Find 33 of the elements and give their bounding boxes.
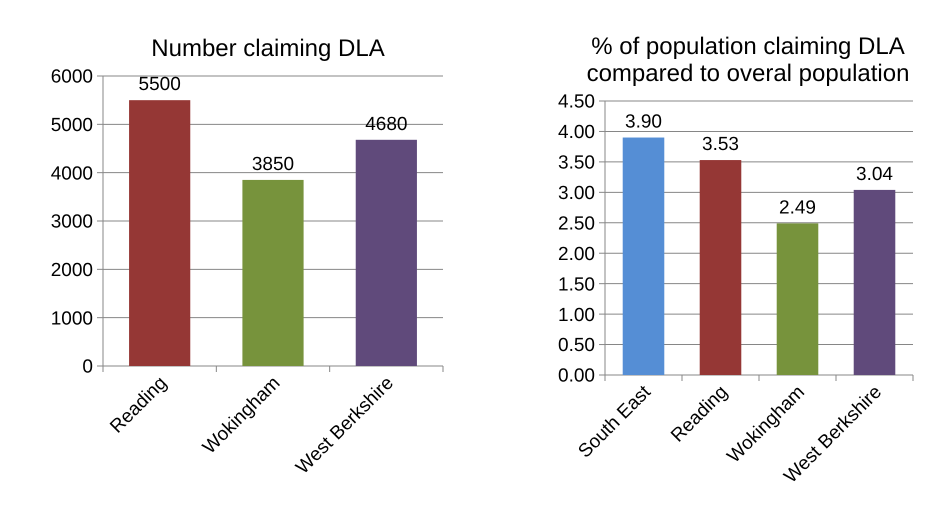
- y-tick-label: 1000: [50, 308, 93, 330]
- bar: [700, 160, 742, 375]
- y-tick-label: 2.50: [558, 213, 595, 234]
- y-tick-label: 4.50: [558, 92, 595, 113]
- y-tick-label: 0.00: [558, 366, 595, 387]
- chart-title: % of population claiming DLA compared to overal population: [586, 33, 910, 87]
- y-tick-label: 1.50: [558, 274, 595, 296]
- y-tick-label: 2.00: [558, 244, 595, 265]
- y-tick-label: 3000: [50, 212, 93, 233]
- data-label: 3850: [252, 154, 294, 175]
- bar: [622, 138, 664, 375]
- bar: [854, 190, 896, 375]
- data-label: 4680: [365, 114, 408, 135]
- y-tick-label: 5000: [50, 114, 93, 136]
- bar: [242, 180, 304, 366]
- y-tick-label: 0: [82, 356, 93, 378]
- bar: [129, 100, 190, 366]
- data-label: 3.53: [702, 134, 739, 156]
- y-tick-label: 6000: [50, 66, 93, 88]
- y-tick-label: 4.00: [558, 122, 595, 144]
- y-tick-label: 1.00: [558, 304, 595, 326]
- y-tick-label: 0.50: [558, 335, 595, 356]
- y-tick-label: 3.00: [558, 182, 595, 204]
- bar: [356, 140, 417, 366]
- bar: [776, 223, 818, 375]
- data-label: 3.90: [625, 112, 662, 133]
- y-tick-label: 3.50: [558, 152, 595, 174]
- data-label: 2.49: [779, 197, 816, 218]
- chart-title: Number claiming DLA: [151, 35, 385, 62]
- y-tick-label: 4000: [50, 163, 93, 184]
- data-label: 5500: [138, 74, 181, 96]
- y-tick-label: 2000: [50, 260, 93, 281]
- data-label: 3.04: [856, 164, 894, 185]
